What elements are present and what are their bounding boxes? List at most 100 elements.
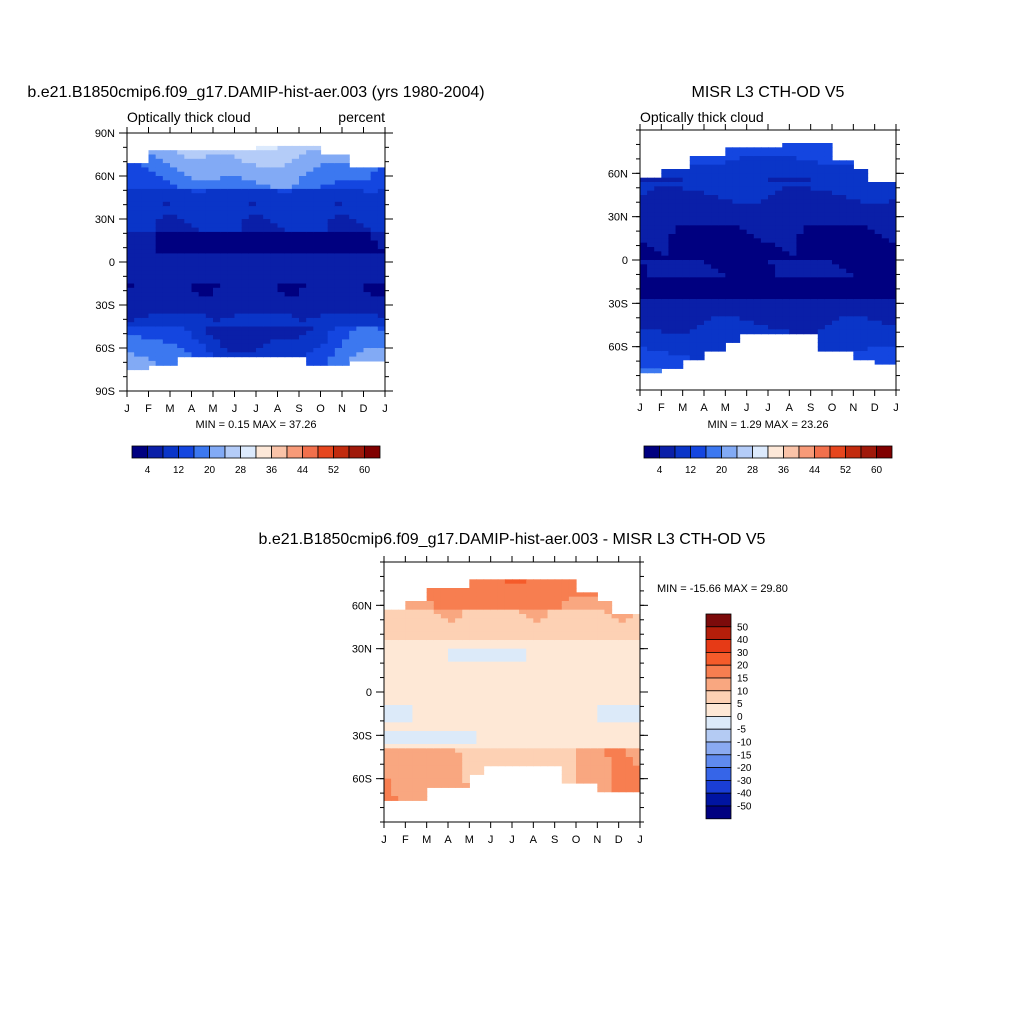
panel-obs-field-cell [888,325,896,330]
panel-obs-field-cell [810,273,819,278]
panel-model-field-cell [277,158,286,164]
panel-obs-field-cell [860,208,869,213]
panel-obs-field-cell [746,277,755,283]
panel-obs-field-cell [654,238,662,244]
panel-obs-field-cell [817,186,826,192]
panel-diff-field-cell [583,757,591,762]
panel-diff-field-cell [433,713,442,719]
panel-diff-field-cell [547,596,556,602]
panel-model-field-cell [220,223,228,229]
panel-diff-field-cell [448,648,456,654]
panel-model-field-cell [313,240,322,246]
panel-model-field-cell [320,223,329,229]
panel-obs-field-cell [860,169,869,174]
panel-obs-field-cell [711,164,719,170]
panel-model-field-cell [256,158,264,164]
panel-model-field-cell [342,313,350,319]
panel-model-field-cell [370,206,379,211]
panel-diff-field-cell [384,661,392,667]
panel-model-field-cell [342,188,350,194]
panel-model-field-cell [370,257,379,263]
panel-obs-field-cell [739,264,748,270]
panel-model-field-cell [356,176,365,181]
panel-diff-field-cell [512,657,520,663]
panel-obs-field-cell [867,294,876,300]
panel-model-field-cell [334,253,343,259]
panel-model-field-cell [363,249,372,254]
panel-diff-field-cell [426,748,435,754]
panel-obs-field-cell [675,359,684,365]
panel-obs-field-cell [689,208,698,213]
panel-diff-field-cell [512,618,520,624]
panel-diff-field-cell [583,692,591,697]
panel-model-field-cell [342,330,350,336]
panel-obs-field-cell [746,247,755,252]
panel-model-field-cell [377,343,385,349]
panel-obs-field-cell [746,264,755,270]
panel-obs-field-cell [888,190,896,196]
panel-obs-field-cell [675,303,684,309]
panel-diff-field-cell [426,752,435,758]
panel-model-field-cell [263,262,271,267]
panel-diff-field-cell [412,726,421,732]
panel-model-field-cell [270,227,279,233]
panel-obs-field-cell [796,234,805,239]
panel-obs-field-cell [839,316,847,322]
panel-obs-field-cell [782,281,790,287]
panel-model-field-cell [363,253,372,259]
panel-model-field-cell [291,171,300,177]
panel-model-field-cell [356,348,365,353]
panel-obs-field-cell [704,190,712,196]
panel-diff-field-cell [419,787,428,793]
panel-obs-field-cell [640,182,648,187]
panel-obs-field-cell [725,229,734,235]
panel-diff-field-cell [540,718,549,723]
panel-obs-field-cell [832,173,840,179]
panel-model-field-cell [277,279,286,285]
panel-obs-field-cell [682,238,691,244]
panel-model-field-cell [377,244,385,250]
panel-model-field-cell [248,352,257,358]
panel-diff-field-cell [476,748,485,754]
panel-diff-field-cell [448,731,456,736]
panel-model-field-cell [306,201,314,207]
panel-model-field-cell [134,219,142,224]
panel-diff-field-cell [512,661,520,667]
panel-diff-field-cell [504,635,513,641]
panel-diff-field-cell [519,735,527,741]
panel-diff-field-cell [384,796,392,801]
panel-diff-field-cell [462,596,470,602]
panel-model-field-cell [334,180,343,186]
panel-diff-field-cell [440,661,449,667]
panel-diff-field-cell [412,661,421,667]
panel-model-field-cell [141,352,150,358]
panel-obs-field-cell [824,346,833,352]
panel-obs-field-cell [682,216,691,222]
panel-obs-field-cell [725,290,734,296]
panel-obs-field-cell [696,238,705,244]
panel-obs-field-cell [768,234,776,239]
panel-diff-field-cell [512,757,520,762]
panel-diff-field-cell [476,666,485,671]
panel-obs-field-cell [654,234,662,239]
panel-model-field-cell [377,201,385,207]
panel-obs-field-cell [803,151,812,157]
panel-model-field-cell [241,292,250,297]
panel-obs-field-cell [732,303,741,309]
panel-obs-field-cell [689,286,698,291]
panel-obs-field-cell [768,190,776,196]
panel-model-field-cell [291,231,300,237]
panel-diff-field-cell [391,661,399,667]
panel-model-field-cell [299,240,307,246]
panel-obs-field-cell [789,156,798,161]
panel-obs-field-cell [640,242,648,248]
panel-obs-field-cell [846,173,854,179]
panel-model-field-cell [291,279,300,285]
panel-diff-field-cell [547,635,556,641]
panel-obs-field-cell [796,143,805,148]
panel-model-field-cell [184,171,193,177]
panel-diff-field-cell [433,596,442,602]
panel-model-field-cell [148,270,157,276]
panel-model-field-cell [284,184,293,190]
panel-obs-field-cell [732,325,741,330]
